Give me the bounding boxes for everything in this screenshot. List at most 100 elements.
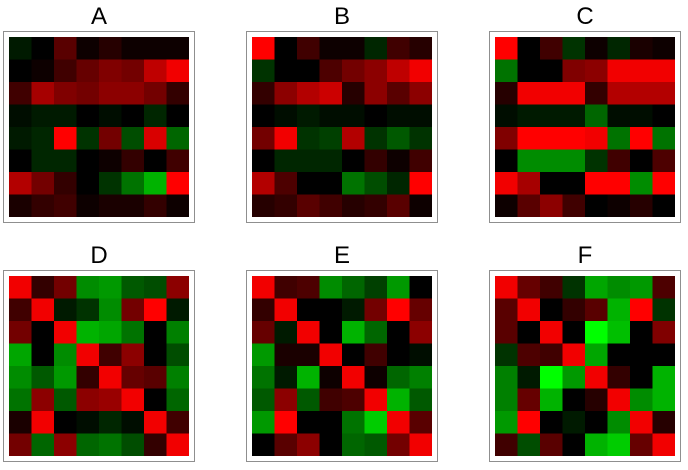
heatmap-cell-f-4-4 [585, 366, 608, 389]
heatmap-cell-b-2-0 [252, 82, 275, 105]
heatmap-cell-f-4-7 [652, 366, 675, 389]
heatmap-cell-c-2-3 [562, 82, 586, 105]
heatmap-cell-d-2-0 [9, 321, 32, 344]
heatmap-cell-d-5-3 [76, 388, 100, 412]
heatmap-cell-e-5-2 [297, 388, 320, 412]
heatmap-cell-c-0-6 [630, 37, 653, 60]
heatmap-cell-e-6-3 [319, 411, 343, 434]
heatmap-cell-c-7-2 [540, 194, 563, 217]
heatmap-cell-b-5-0 [252, 149, 275, 173]
heatmap-cell-a-0-0 [9, 37, 32, 60]
heatmap-cell-b-6-1 [274, 172, 298, 195]
heatmap-cell-e-3-2 [297, 343, 320, 367]
heatmap-cell-a-4-2 [54, 127, 77, 150]
heatmap-cell-d-6-2 [54, 411, 77, 434]
heatmap-cell-a-7-1 [31, 194, 55, 217]
heatmap-cell-b-7-4 [342, 194, 365, 217]
heatmap-cell-e-4-0 [252, 366, 275, 389]
heatmap-cell-d-5-1 [31, 388, 55, 412]
heatmap-cell-b-0-1 [274, 37, 298, 60]
heatmap-cell-c-2-7 [652, 82, 675, 105]
heatmap-cell-c-2-1 [517, 82, 541, 105]
heatmap-cell-e-4-2 [297, 366, 320, 389]
heatmap-cell-f-3-2 [540, 343, 563, 367]
heatmap-cell-e-7-3 [319, 433, 343, 456]
heatmap-cell-e-1-0 [252, 298, 275, 322]
heatmap-cell-b-0-5 [364, 37, 388, 60]
heatmap-cell-d-4-5 [121, 366, 145, 389]
heatmap-cell-b-7-5 [364, 194, 388, 217]
heatmap-cell-b-5-5 [364, 149, 388, 173]
heatmap-cell-e-4-4 [342, 366, 365, 389]
heatmap-cell-d-6-3 [76, 411, 100, 434]
heatmap-cell-e-0-7 [409, 276, 432, 299]
heatmap-cell-f-7-5 [607, 433, 631, 456]
heatmap-cell-b-1-6 [387, 59, 410, 83]
heatmap-cell-f-3-0 [495, 343, 518, 367]
heatmap-panel-b [246, 31, 438, 223]
heatmap-cell-e-2-1 [274, 321, 298, 344]
heatmap-cell-d-5-7 [166, 388, 189, 412]
heatmap-cell-f-1-3 [562, 298, 586, 322]
heatmap-cell-f-0-5 [607, 276, 631, 299]
heatmap-cell-f-2-2 [540, 321, 563, 344]
heatmap-cell-f-7-1 [517, 433, 541, 456]
heatmap-cell-e-2-3 [319, 321, 343, 344]
heatmap-cell-d-1-1 [31, 298, 55, 322]
heatmap-cell-d-3-6 [144, 343, 167, 367]
heatmap-cell-b-6-5 [364, 172, 388, 195]
heatmap-cell-b-0-6 [387, 37, 410, 60]
heatmap-cell-f-6-7 [652, 411, 675, 434]
heatmap-cell-d-6-7 [166, 411, 189, 434]
heatmap-cell-b-4-1 [274, 127, 298, 150]
heatmap-cell-f-5-2 [540, 388, 563, 412]
heatmap-cell-d-6-6 [144, 411, 167, 434]
heatmap-cell-b-1-4 [342, 59, 365, 83]
heatmap-cell-c-1-0 [495, 59, 518, 83]
heatmap-cell-b-1-2 [297, 59, 320, 83]
heatmap-cell-d-2-6 [144, 321, 167, 344]
heatmap-cell-e-7-1 [274, 433, 298, 456]
heatmap-cell-b-4-3 [319, 127, 343, 150]
heatmap-cell-e-5-1 [274, 388, 298, 412]
heatmap-cell-c-3-5 [607, 104, 631, 128]
heatmap-cell-e-0-5 [364, 276, 388, 299]
heatmap-cell-c-6-1 [517, 172, 541, 195]
heatmap-cell-d-0-5 [121, 276, 145, 299]
heatmap-cell-c-4-0 [495, 127, 518, 150]
heatmap-cell-e-6-0 [252, 411, 275, 434]
heatmap-cell-c-5-6 [630, 149, 653, 173]
heatmap-cell-e-6-6 [387, 411, 410, 434]
heatmap-cell-b-0-7 [409, 37, 432, 60]
heatmap-cell-d-3-1 [31, 343, 55, 367]
heatmap-cell-f-7-3 [562, 433, 586, 456]
heatmap-cell-e-6-4 [342, 411, 365, 434]
heatmap-cell-c-4-5 [607, 127, 631, 150]
heatmap-cell-f-5-3 [562, 388, 586, 412]
heatmap-cell-f-5-6 [630, 388, 653, 412]
heatmap-cell-f-4-0 [495, 366, 518, 389]
heatmap-cell-e-0-6 [387, 276, 410, 299]
heatmap-cell-e-1-6 [387, 298, 410, 322]
heatmap-cell-e-1-2 [297, 298, 320, 322]
heatmap-cell-d-0-1 [31, 276, 55, 299]
heatmap-panel-e [246, 270, 438, 462]
heatmap-cell-a-1-1 [31, 59, 55, 83]
heatmap-grid-c [495, 37, 675, 217]
heatmap-cell-a-5-6 [144, 149, 167, 173]
heatmap-cell-d-5-5 [121, 388, 145, 412]
heatmap-panel-c [489, 31, 681, 223]
heatmap-cell-a-4-1 [31, 127, 55, 150]
heatmap-cell-a-1-3 [76, 59, 100, 83]
heatmap-cell-c-7-4 [585, 194, 608, 217]
heatmap-cell-e-6-7 [409, 411, 432, 434]
heatmap-cell-c-1-5 [607, 59, 631, 83]
heatmap-cell-b-2-3 [319, 82, 343, 105]
heatmap-cell-a-7-5 [121, 194, 145, 217]
heatmap-cell-c-7-5 [607, 194, 631, 217]
heatmap-cell-e-6-2 [297, 411, 320, 434]
heatmap-cell-c-0-5 [607, 37, 631, 60]
heatmap-cell-e-3-0 [252, 343, 275, 367]
heatmap-cell-b-3-2 [297, 104, 320, 128]
heatmap-grid-d [9, 276, 189, 456]
